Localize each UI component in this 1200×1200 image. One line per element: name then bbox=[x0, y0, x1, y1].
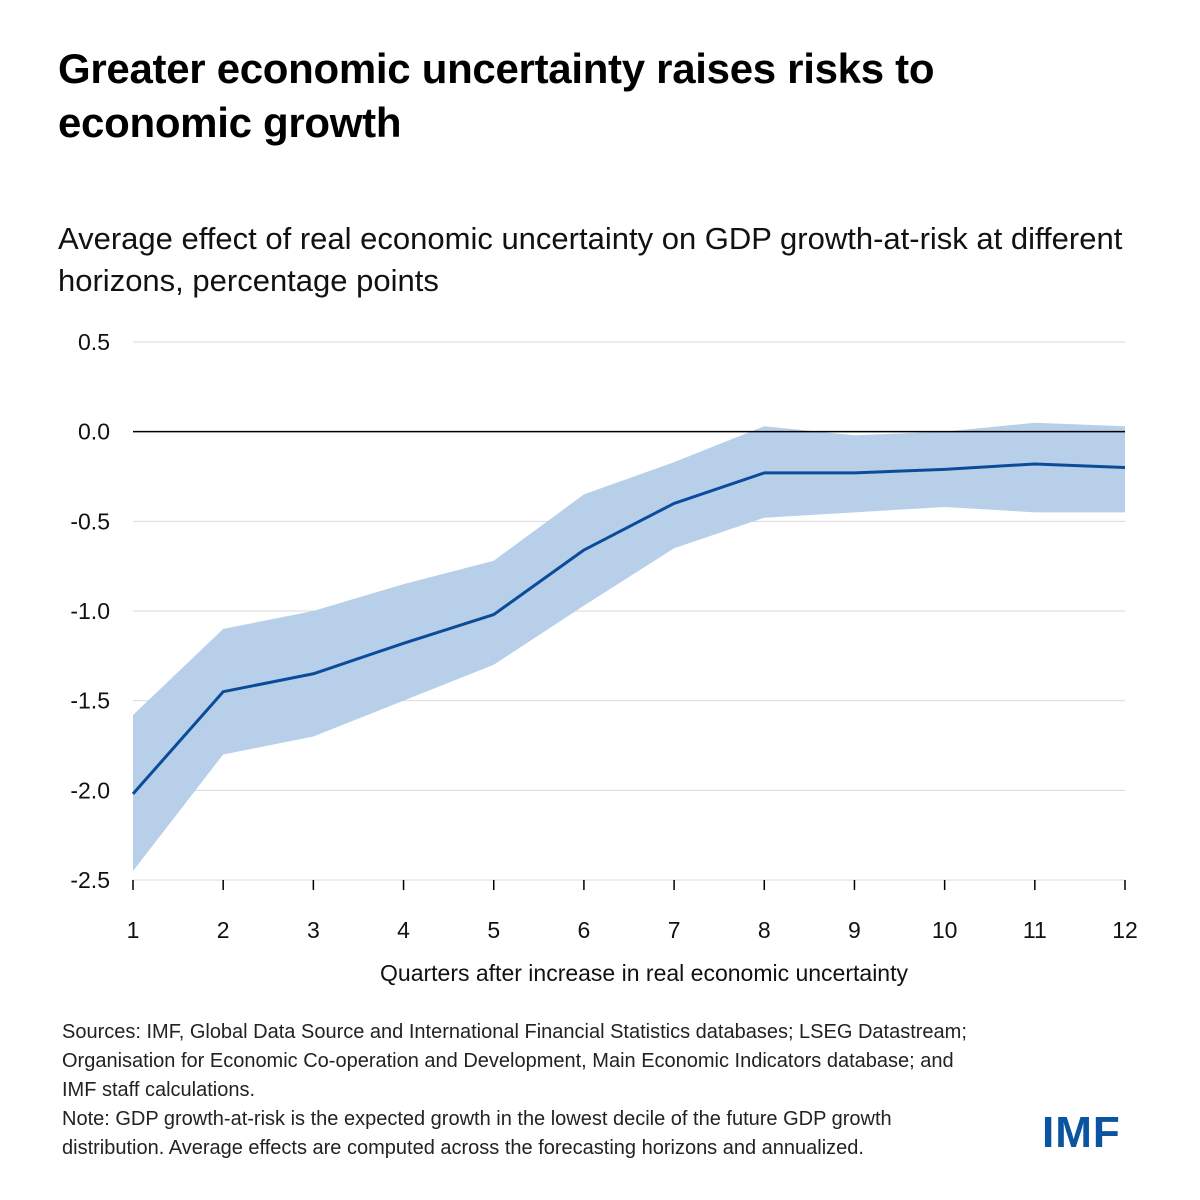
y-tick-label: -2.0 bbox=[70, 777, 110, 803]
x-tick-label: 1 bbox=[127, 917, 140, 943]
chart-subtitle: Average effect of real economic uncertai… bbox=[58, 221, 1123, 298]
footnote: Sources: IMF, Global Data Source and Int… bbox=[62, 1018, 992, 1163]
x-tick-label: 12 bbox=[1112, 917, 1138, 943]
line-chart: 0.50.0-0.5-1.0-1.5-2.0-2.51 2 3 4 5 6 7 8 9 10 11 1… bbox=[70, 329, 1138, 986]
x-tick-label: 2 bbox=[217, 917, 230, 943]
footnote-note: Note: GDP growth-at-risk is the expected… bbox=[62, 1108, 892, 1159]
y-tick-label: -1.5 bbox=[70, 688, 110, 714]
x-tick-label: 9 bbox=[848, 917, 861, 943]
y-tick-label: -0.5 bbox=[70, 508, 110, 534]
x-tick-label: 4 bbox=[397, 917, 410, 943]
y-tick-label: 0.0 bbox=[78, 419, 110, 445]
x-tick-label: 6 bbox=[578, 917, 591, 943]
y-tick-label: -2.5 bbox=[70, 867, 110, 893]
x-tick-label: 10 bbox=[932, 917, 958, 943]
confidence-band bbox=[133, 422, 1125, 872]
x-tick-label: 5 bbox=[487, 917, 500, 943]
y-tick-label: -1.0 bbox=[70, 598, 110, 624]
x-tick-label: 7 bbox=[668, 917, 681, 943]
x-axis-title: Quarters after increase in real economic… bbox=[380, 960, 908, 986]
x-tick-label: 8 bbox=[758, 917, 771, 943]
y-tick-label: 0.5 bbox=[78, 329, 110, 355]
footnote-sources: Sources: IMF, Global Data Source and Int… bbox=[62, 1021, 967, 1101]
series-line-average-effect bbox=[131, 462, 1126, 795]
chart-title: Greater economic uncertainty raises risk… bbox=[58, 45, 935, 146]
imf-logo: IMF bbox=[1042, 1108, 1121, 1157]
x-tick-label: 11 bbox=[1023, 917, 1047, 943]
x-tick-label: 3 bbox=[307, 917, 320, 943]
